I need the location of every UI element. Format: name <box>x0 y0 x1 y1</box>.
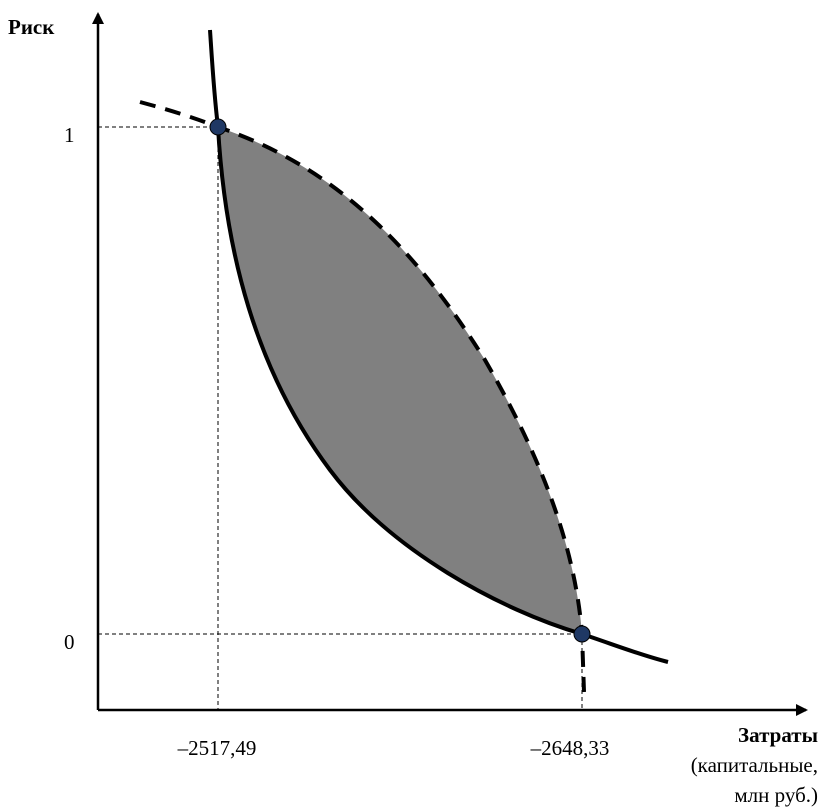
y-tick-1: 1 <box>64 123 75 147</box>
x-axis-label-line3: млн руб.) <box>734 783 818 807</box>
x-tick-2: –2648,33 <box>530 736 610 760</box>
intersection-point-top <box>209 118 227 136</box>
y-tick-0: 0 <box>64 630 75 654</box>
y-axis-label: Риск <box>8 15 55 39</box>
x-tick-1: –2517,49 <box>177 736 257 760</box>
x-axis-label-line2: (капитальные, <box>691 753 818 777</box>
intersection-point-bottom <box>573 625 591 643</box>
shaded-region <box>218 127 582 634</box>
dashed-curve <box>139 100 586 693</box>
x-axis-label: Затраты <box>738 723 818 747</box>
